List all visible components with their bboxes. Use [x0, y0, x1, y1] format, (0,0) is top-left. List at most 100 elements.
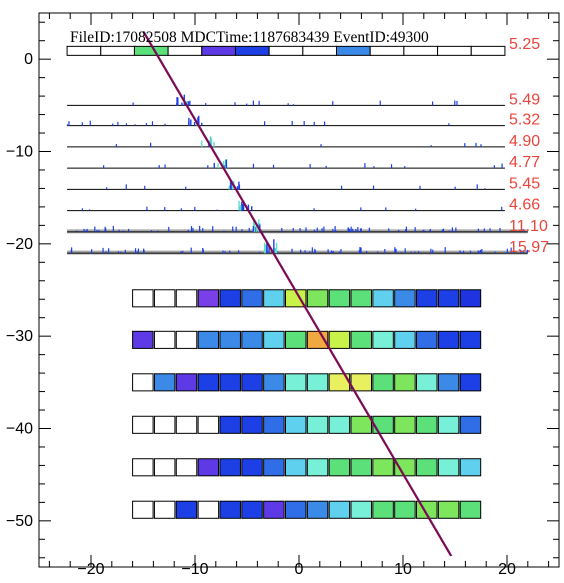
y-tick-label: 0 [24, 51, 33, 68]
block-cell [328, 415, 351, 434]
block-cell [219, 458, 241, 477]
block-cell [350, 500, 372, 519]
block-cell [306, 289, 329, 308]
block-cell [328, 289, 351, 308]
block-cell [132, 330, 154, 349]
block-cell [241, 330, 263, 349]
block-cell [416, 289, 438, 308]
top-bar-cell [66, 45, 102, 56]
block-cell [328, 330, 351, 349]
block-cell [459, 415, 482, 434]
block-cell [197, 373, 220, 392]
block-cell [350, 289, 372, 308]
block-cell [350, 415, 372, 434]
trace-row-value-label: 15.97 [509, 239, 549, 256]
block-cell [132, 500, 154, 519]
block-cell [132, 415, 154, 434]
block-cell [175, 500, 198, 519]
block-cell [394, 415, 416, 434]
block-cell [175, 373, 198, 392]
block-cell [416, 330, 438, 349]
block-cell [197, 415, 220, 434]
top-bar-cell [336, 45, 371, 56]
top-bar-cell [133, 45, 169, 56]
top-bar-cell [234, 45, 270, 56]
block-cell [219, 415, 241, 434]
block-cell [459, 289, 482, 308]
y-tick-label: −10 [6, 144, 33, 161]
block-cell [306, 500, 329, 519]
top-bar-cell [167, 45, 203, 56]
block-cell [132, 458, 154, 477]
block-cell [175, 330, 198, 349]
block-cell [241, 415, 263, 434]
block-cell [284, 415, 307, 434]
block-cell [372, 330, 394, 349]
track-line-shadow [143, 31, 453, 557]
block-cell [153, 415, 176, 434]
block-cell [263, 373, 285, 392]
block-cell [416, 415, 438, 434]
block-cell [284, 330, 307, 349]
block-cell [459, 330, 482, 349]
block-cell [306, 458, 329, 477]
block-cell [197, 330, 220, 349]
block-cell [416, 373, 438, 392]
block-cell [153, 500, 176, 519]
x-tick-label: −20 [77, 561, 104, 578]
block-cell [350, 458, 372, 477]
top-bar-cell [369, 45, 405, 56]
block-cell [219, 500, 241, 519]
block-cell [132, 289, 154, 308]
top-bar-value-label: 5.25 [509, 36, 540, 53]
trace-row-value-label: 5.32 [509, 112, 540, 129]
trace-row-value-label: 11.10 [509, 218, 548, 235]
top-bar-cell [403, 45, 439, 56]
block-cell [263, 500, 285, 519]
block-cell [263, 330, 285, 349]
block-cell [219, 289, 241, 308]
top-bar-cell [437, 45, 472, 56]
block-cell [394, 289, 416, 308]
block-cell [328, 500, 351, 519]
block-cell [328, 458, 351, 477]
x-tick-label: 20 [498, 561, 516, 578]
block-cell [394, 373, 416, 392]
y-tick-label: −20 [6, 236, 33, 253]
trace-row-value-label: 5.45 [509, 175, 540, 192]
block-cell [459, 373, 482, 392]
event-id-title: FileID:17082508 MDCTime:1187683439 Event… [70, 29, 429, 46]
block-cell [437, 289, 460, 308]
block-cell [175, 458, 198, 477]
block-cell [284, 458, 307, 477]
block-cell [284, 373, 307, 392]
trace-row-value-label: 5.49 [509, 91, 540, 108]
track-line [142, 31, 452, 557]
x-tick-label: 10 [394, 561, 412, 578]
block-cell [263, 458, 285, 477]
block-cell [175, 289, 198, 308]
block-cell [219, 373, 241, 392]
block-cell [372, 373, 394, 392]
block-cell [437, 415, 460, 434]
block-cell [197, 289, 220, 308]
y-tick-label: −30 [6, 328, 33, 345]
block-cell [219, 330, 241, 349]
block-cell [306, 373, 329, 392]
block-cell [197, 458, 220, 477]
block-cell [263, 289, 285, 308]
block-cell [350, 330, 372, 349]
block-cell [241, 458, 263, 477]
block-cell [132, 373, 154, 392]
block-cell [153, 458, 176, 477]
block-cell [372, 500, 394, 519]
block-cell [372, 289, 394, 308]
block-cell [372, 458, 394, 477]
x-tick-label: −10 [181, 561, 208, 578]
block-cell [241, 289, 263, 308]
block-cell [437, 500, 460, 519]
block-cell [241, 500, 263, 519]
block-cell [350, 373, 372, 392]
block-cell [153, 373, 176, 392]
